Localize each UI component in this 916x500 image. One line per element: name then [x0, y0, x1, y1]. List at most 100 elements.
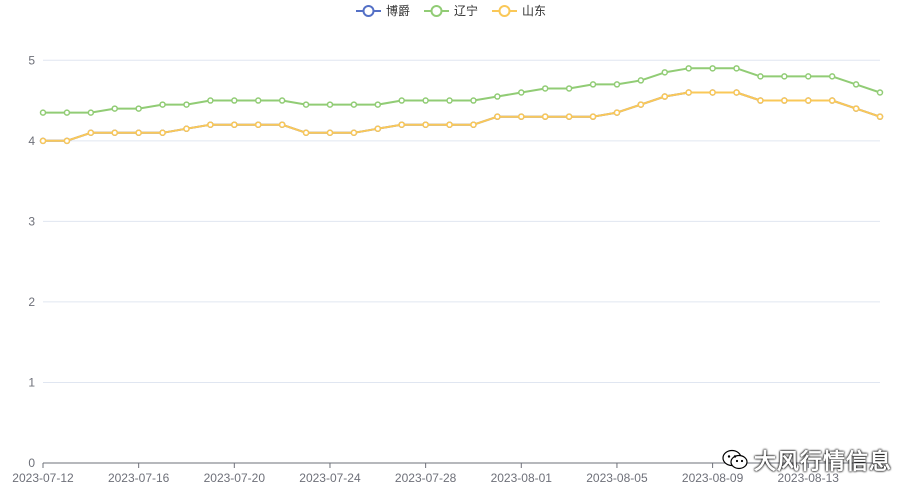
data-point[interactable]: [613, 81, 621, 88]
data-point[interactable]: [159, 129, 166, 137]
data-point[interactable]: [661, 93, 669, 100]
data-point[interactable]: [87, 109, 95, 116]
legend-item-1[interactable]: 博爵: [356, 3, 410, 18]
series-line: [43, 67, 881, 114]
data-point[interactable]: [350, 129, 358, 137]
data-point[interactable]: [757, 73, 764, 80]
data-point[interactable]: [207, 97, 214, 104]
data-point[interactable]: [565, 113, 573, 120]
axes: 0 1 2 3 4 5 2023-07-12 2023-07-16 2023-07-20 2023…: [12, 53, 839, 485]
data-point[interactable]: [709, 89, 716, 96]
data-point[interactable]: [685, 89, 692, 96]
data-point[interactable]: [302, 129, 310, 137]
legend-marker: [498, 5, 511, 17]
data-point[interactable]: [494, 113, 501, 120]
y-tick-label: 0: [28, 456, 35, 470]
data-point[interactable]: [470, 97, 477, 104]
data-point[interactable]: [494, 93, 501, 100]
data-point[interactable]: [63, 109, 71, 116]
data-point[interactable]: [733, 65, 740, 72]
x-tick-label: 2023-07-12: [12, 471, 74, 485]
data-point[interactable]: [278, 121, 286, 128]
x-tick-label: 2023-08-09: [682, 471, 744, 485]
data-point[interactable]: [589, 81, 597, 88]
data-point[interactable]: [661, 69, 669, 76]
legend-item-3[interactable]: 山东: [492, 4, 546, 18]
data-point[interactable]: [374, 101, 382, 108]
data-point[interactable]: [733, 89, 740, 96]
data-point[interactable]: [852, 105, 860, 112]
x-tick-label: 2023-08-13: [778, 471, 840, 485]
data-point[interactable]: [111, 129, 118, 137]
data-point[interactable]: [637, 101, 645, 108]
data-point[interactable]: [159, 101, 166, 108]
data-point[interactable]: [446, 121, 453, 128]
data-point[interactable]: [135, 129, 142, 137]
series-1: [39, 89, 884, 145]
x-tick-label: 2023-08-05: [586, 471, 648, 485]
data-point[interactable]: [589, 113, 597, 120]
data-point[interactable]: [757, 97, 764, 104]
legend-marker: [362, 5, 375, 17]
y-tick-label: 5: [28, 53, 35, 67]
data-point[interactable]: [326, 101, 334, 108]
legend-marker: [430, 5, 443, 17]
x-tick-label: 2023-07-16: [108, 471, 170, 485]
data-point[interactable]: [876, 89, 884, 96]
data-point[interactable]: [446, 97, 453, 104]
data-point[interactable]: [637, 77, 645, 84]
data-point[interactable]: [87, 129, 95, 137]
y-tick-label: 1: [28, 375, 35, 389]
watermark: 大风行情信息: [722, 444, 892, 476]
data-point[interactable]: [876, 113, 884, 120]
data-point[interactable]: [326, 129, 334, 137]
data-point[interactable]: [135, 105, 142, 112]
data-point[interactable]: [828, 97, 836, 104]
data-point[interactable]: [685, 65, 692, 72]
data-point[interactable]: [805, 97, 812, 104]
data-point[interactable]: [781, 97, 788, 104]
data-point[interactable]: [709, 65, 716, 72]
legend-item-2[interactable]: 辽宁: [424, 3, 478, 18]
data-point[interactable]: [231, 121, 238, 128]
x-tick-label: 2023-07-24: [299, 471, 361, 485]
data-point[interactable]: [39, 137, 47, 145]
data-point[interactable]: [254, 121, 262, 128]
y-tick-label: 2: [28, 295, 35, 309]
data-point[interactable]: [422, 121, 429, 128]
x-tick-label: 2023-07-20: [204, 471, 266, 485]
watermark-text: 大风行情信息: [753, 449, 892, 474]
data-point[interactable]: [565, 85, 573, 92]
legend-label: 山东: [522, 4, 546, 18]
data-point[interactable]: [374, 125, 382, 132]
series-line: [43, 91, 881, 142]
data-point[interactable]: [805, 73, 812, 80]
legend-label: 辽宁: [454, 3, 478, 18]
data-point[interactable]: [207, 121, 214, 128]
data-point[interactable]: [278, 97, 286, 104]
data-point[interactable]: [422, 97, 429, 104]
series-layer: [39, 65, 884, 145]
data-point[interactable]: [111, 105, 118, 112]
data-point[interactable]: [541, 113, 549, 120]
data-point[interactable]: [781, 73, 788, 80]
data-point[interactable]: [183, 125, 190, 132]
data-point[interactable]: [398, 121, 405, 128]
data-point[interactable]: [183, 101, 190, 108]
data-point[interactable]: [398, 97, 405, 104]
data-point[interactable]: [63, 137, 71, 145]
data-point[interactable]: [828, 73, 836, 80]
data-point[interactable]: [470, 121, 477, 128]
x-tick-label: 2023-08-01: [491, 471, 553, 485]
data-point[interactable]: [518, 113, 525, 120]
data-point[interactable]: [231, 97, 238, 104]
legend-label: 博爵: [386, 3, 410, 18]
data-point[interactable]: [350, 101, 358, 108]
data-point[interactable]: [541, 85, 549, 92]
data-point[interactable]: [852, 81, 860, 88]
data-point[interactable]: [254, 97, 262, 104]
data-point[interactable]: [518, 89, 525, 96]
data-point[interactable]: [39, 109, 47, 116]
data-point[interactable]: [302, 101, 310, 108]
data-point[interactable]: [613, 109, 621, 116]
